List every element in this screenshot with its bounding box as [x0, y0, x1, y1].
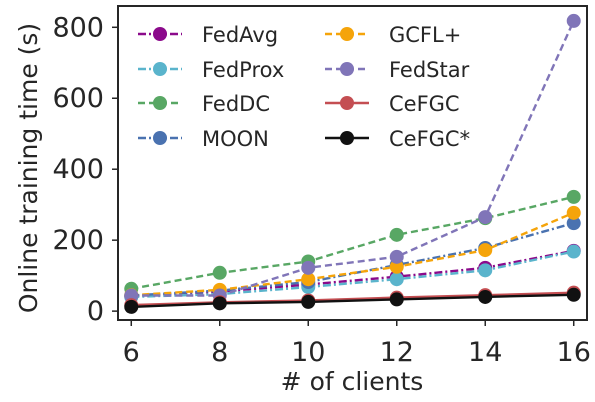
data-point: [389, 249, 404, 264]
legend-marker: [340, 96, 354, 110]
legend-item: FedProx: [138, 58, 284, 82]
legend-item: GCFL+: [325, 23, 461, 47]
series-cefgc-: [124, 287, 581, 314]
data-point: [566, 189, 581, 204]
data-point: [212, 296, 227, 311]
series-gcfl-: [124, 205, 581, 303]
series-feddc: [124, 189, 581, 296]
data-point: [212, 265, 227, 280]
x-tick-label: 6: [123, 337, 140, 368]
plot-frame: [117, 5, 588, 321]
series-line: [131, 20, 575, 297]
series-cefgc: [124, 285, 581, 313]
data-point: [478, 263, 493, 278]
series-fedstar: [124, 13, 581, 303]
series-line: [131, 195, 574, 290]
x-tick-label: 16: [557, 337, 591, 368]
legend-marker: [340, 27, 354, 41]
legend-marker: [153, 62, 167, 76]
legend-label: GCFL+: [389, 23, 461, 47]
y-tick-label: 200: [52, 225, 104, 256]
legend-item: FedDC: [138, 92, 270, 116]
data-point: [566, 205, 581, 220]
legend-item: MOON: [138, 127, 269, 151]
legend-label: FedStar: [389, 58, 470, 82]
data-point: [301, 260, 316, 275]
y-tick-label: 0: [87, 296, 104, 327]
series-line: [131, 250, 574, 299]
data-point: [389, 259, 404, 274]
series-layer: [124, 13, 581, 314]
data-point: [478, 210, 493, 225]
data-point: [389, 292, 404, 307]
legend-marker: [340, 131, 354, 145]
y-axis-label: Online training time (s): [14, 23, 43, 313]
legend-label: FedAvg: [202, 23, 278, 47]
series-line: [131, 293, 574, 309]
legend-item: CeFGC: [325, 92, 460, 116]
legend-item: FedStar: [325, 58, 470, 82]
legend-marker: [153, 131, 167, 145]
legend-label: FedProx: [202, 58, 284, 82]
series-line: [131, 211, 575, 297]
x-tick-label: 8: [211, 337, 228, 368]
data-point: [566, 244, 581, 259]
legend-marker: [340, 62, 354, 76]
legend-label: MOON: [202, 127, 269, 151]
data-point: [389, 272, 404, 287]
data-point: [301, 272, 316, 287]
data-point: [478, 243, 493, 258]
data-point: [478, 289, 493, 304]
series-moon: [124, 216, 581, 303]
series-line: [131, 221, 575, 297]
legend-label: CeFGC: [389, 92, 460, 116]
data-point: [566, 13, 581, 28]
y-tick-label: 400: [52, 154, 104, 185]
legend-marker: [153, 96, 167, 110]
series-line: [131, 249, 574, 298]
legend-item: CeFGC*: [325, 127, 470, 151]
legend-label: CeFGC*: [389, 127, 470, 151]
legend-item: FedAvg: [138, 23, 278, 47]
legend-label: FedDC: [202, 92, 270, 116]
x-axis-label: # of clients: [281, 367, 424, 396]
ticks: 6 8 10 12 14 16 0 200 400 600 800: [52, 12, 590, 368]
data-point: [566, 287, 581, 302]
x-tick-label: 10: [291, 337, 325, 368]
data-point: [124, 288, 139, 303]
legend: FedAvg FedProx FedDC MOON GCFL+ FedStar CeFGC C…: [138, 23, 470, 151]
data-point: [124, 299, 139, 314]
data-point: [389, 227, 404, 242]
data-point: [301, 294, 316, 309]
legend-marker: [153, 27, 167, 41]
y-tick-label: 800: [52, 12, 104, 43]
x-tick-label: 12: [380, 337, 414, 368]
data-point: [566, 216, 581, 231]
x-tick-label: 14: [468, 337, 502, 368]
y-tick-label: 600: [52, 83, 104, 114]
